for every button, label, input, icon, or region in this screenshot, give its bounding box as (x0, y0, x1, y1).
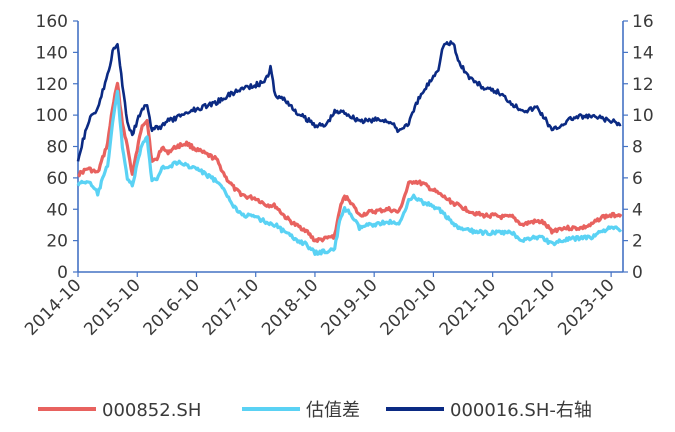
x-tick-label: 2017-10 (199, 275, 263, 339)
x-tick-label: 2018-10 (258, 275, 322, 339)
x-tick-label: 2014-10 (21, 275, 85, 339)
y-left-tick-label: 100 (36, 106, 68, 126)
x-tick-label: 2021-10 (436, 275, 500, 339)
y-left-tick-label: 140 (36, 43, 68, 63)
y-right-tick-label: 2 (632, 232, 643, 252)
x-tick-label: 2020-10 (377, 275, 441, 339)
y-left-tick-label: 160 (36, 12, 68, 32)
legend-label-3: 000016.SH-右轴 (450, 400, 592, 421)
legend-label-2: 估值差 (306, 400, 360, 421)
y-left-tick-label: 120 (36, 75, 68, 95)
legend-label-1: 000852.SH (102, 400, 201, 421)
x-tick-label: 2019-10 (317, 275, 381, 339)
series-line-3 (76, 40, 622, 162)
y-left-tick-label: 40 (46, 200, 68, 220)
y-left-tick-label: 0 (57, 263, 68, 283)
legend: 000852.SH 估值差 000016.SH-右轴 (38, 400, 592, 421)
y-right-tick-label: 12 (632, 75, 654, 95)
y-right-tick-label: 14 (632, 43, 654, 63)
x-tick-label: 2016-10 (140, 275, 204, 339)
y-right-tick-label: 6 (632, 169, 643, 189)
y-left-tick-label: 80 (46, 138, 68, 158)
x-tick-label: 2022-10 (495, 275, 559, 339)
y-right-tick-label: 0 (632, 263, 643, 283)
series-line-2 (76, 89, 623, 256)
y-right-tick-label: 16 (632, 12, 654, 32)
x-tick-label: 2015-10 (80, 275, 144, 339)
y-left-tick-label: 60 (46, 169, 68, 189)
axes: 0 20 40 60 80 100 120 140 160 0 2 4 6 8 10 12 14 16 2014-1… (21, 12, 653, 340)
y-right-tick-label: 8 (632, 138, 643, 158)
series-line-1 (77, 81, 623, 243)
series-layer (76, 40, 623, 256)
y-right-tick-label: 10 (632, 106, 654, 126)
x-tick-label: 2023-10 (554, 275, 618, 339)
y-right-tick-label: 4 (632, 200, 643, 220)
y-left-tick-label: 20 (46, 232, 68, 252)
